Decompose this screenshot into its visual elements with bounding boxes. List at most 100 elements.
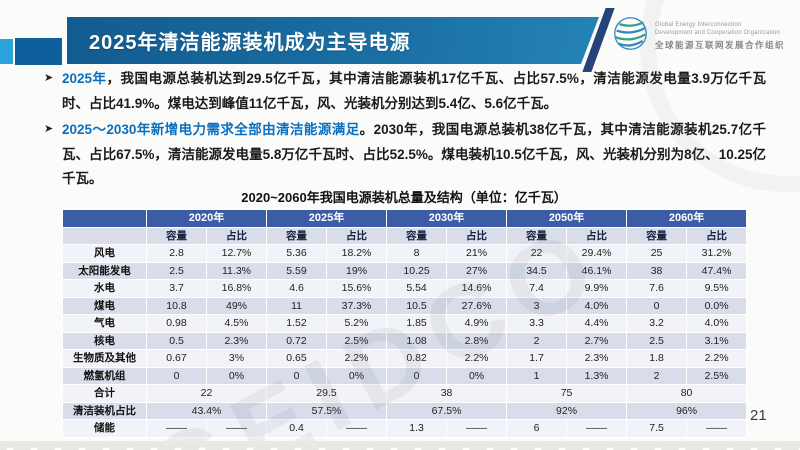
year-header-cell: 2020年: [145, 209, 268, 228]
value-cell: 10.8: [146, 296, 207, 315]
capacity-table: 2020年 2025年 2030年 2050年 2060年 容量 占比 容量 占比 容量 占比 容量占…: [62, 209, 748, 438]
row-label: 生物质及其他: [62, 349, 147, 368]
storage-row: 储能 —— —— 0.4 —— 1.3 —— 6 —— 7.5 ——: [62, 419, 748, 438]
value-cell: 96%: [626, 401, 748, 420]
value-cell: 49%: [205, 296, 268, 315]
title-bar: 2025年清洁能源装机成为主导电源: [67, 17, 599, 64]
row-label: 煤电: [62, 296, 147, 315]
bullet-text: 2025年，我国电源总装机达到29.5亿千瓦，其中清洁能源装机17亿千瓦、占比5…: [62, 67, 766, 116]
value-cell: 1.8: [626, 349, 688, 368]
value-cell: 0.98: [146, 314, 207, 333]
subheader-cell: 容量: [386, 226, 448, 245]
subheader-cell: 占比: [326, 226, 388, 245]
value-cell: 38: [386, 384, 508, 403]
value-cell: 43.4%: [145, 401, 268, 420]
value-cell: 12.7%: [205, 244, 268, 263]
value-cell: 46.1%: [566, 261, 628, 280]
value-cell: 3.7: [146, 279, 207, 298]
value-cell: 29.5: [266, 384, 388, 403]
bullet-highlight: 2025年: [62, 71, 107, 86]
value-cell: 1.3: [386, 419, 448, 438]
value-cell: 2.2%: [686, 349, 748, 368]
row-label: 燃氢机组: [62, 366, 147, 385]
value-cell: 0.72: [266, 331, 328, 350]
value-cell: 14.6%: [446, 279, 508, 298]
value-cell: 0%: [326, 366, 388, 385]
value-cell: ——: [146, 419, 207, 438]
value-cell: 29.4%: [566, 244, 628, 263]
value-cell: 8: [386, 244, 448, 263]
value-cell: 7.6: [626, 279, 688, 298]
table-title: 2020~2060年我国电源装机总量及结构（单位：亿千瓦）: [241, 190, 567, 205]
org-logo: Global Energy Interconnection Developmen…: [612, 15, 785, 57]
value-cell: 34.5: [506, 261, 568, 280]
org-name-zh: 全球能源互联网发展合作组织: [655, 40, 786, 50]
value-cell: 31.2%: [686, 244, 748, 263]
table-row: 生物质及其他 0.67 3% 0.65 2.2% 0.82 2.2% 1.7 2.3% 1.8 2.…: [62, 349, 748, 368]
value-cell: ——: [326, 419, 388, 438]
corner-cell: [62, 226, 147, 245]
value-cell: 3.3: [506, 314, 568, 333]
value-cell: 3.1%: [686, 331, 748, 350]
value-cell: 92%: [506, 401, 628, 420]
value-cell: 2.3%: [566, 349, 628, 368]
subheader-cell: 占比: [566, 226, 628, 245]
value-cell: 2.3%: [205, 331, 268, 350]
value-cell: 5.54: [386, 279, 448, 298]
value-cell: ——: [205, 419, 268, 438]
value-cell: 0.5: [146, 331, 207, 350]
value-cell: 6: [506, 419, 568, 438]
value-cell: 0%: [205, 366, 268, 385]
value-cell: 2.5%: [326, 331, 388, 350]
value-cell: 80: [626, 384, 748, 403]
corner-cell: [62, 209, 147, 228]
value-cell: 15.6%: [326, 279, 388, 298]
value-cell: ——: [686, 419, 748, 438]
subheader-cell: 容量: [146, 226, 207, 245]
value-cell: 27%: [446, 261, 508, 280]
globe-icon: [612, 15, 649, 57]
value-cell: 18.2%: [326, 244, 388, 263]
value-cell: 0: [386, 366, 448, 385]
org-name-en-line2: Development and Cooperation Organization: [655, 30, 781, 36]
table-row: 煤电 10.8 49% 11 37.3% 10.5 27.6% 3 4.0% 0 0.0%: [62, 296, 748, 315]
value-cell: 5.2%: [326, 314, 388, 333]
value-cell: 0.4: [266, 419, 328, 438]
subheader-row: 容量 占比 容量 占比 容量 占比 容量 占比 容量 占比: [62, 226, 748, 245]
value-cell: 0: [146, 366, 207, 385]
table-row: 燃氢机组 0 0% 0 0% 0 0% 1 1.3% 2 2.5%: [62, 366, 748, 385]
value-cell: 2.5: [626, 331, 688, 350]
value-cell: 75: [506, 384, 628, 403]
value-cell: 0%: [446, 366, 508, 385]
subheader-cell: 占比: [446, 226, 508, 245]
value-cell: 0.67: [146, 349, 207, 368]
total-row: 合计 22 29.5 38 75 80: [62, 384, 748, 403]
value-cell: 3%: [205, 349, 268, 368]
bullet-rest: ，我国电源总装机达到29.5亿千瓦，其中清洁能源装机17亿千瓦、占比57.5%，…: [62, 71, 766, 111]
value-cell: 4.0%: [686, 314, 748, 333]
value-cell: 16.8%: [205, 279, 268, 298]
value-cell: 3.2: [626, 314, 688, 333]
page-number: 21: [750, 407, 767, 424]
year-header-row: 2020年 2025年 2030年 2050年 2060年: [62, 209, 748, 228]
value-cell: 4.6: [266, 279, 328, 298]
value-cell: 7.4: [506, 279, 568, 298]
value-cell: 38: [626, 261, 688, 280]
value-cell: 11: [266, 296, 328, 315]
value-cell: 4.0%: [566, 296, 628, 315]
row-label: 合计: [62, 384, 147, 403]
row-label: 气电: [62, 314, 147, 333]
value-cell: 2.8: [146, 244, 207, 263]
value-cell: 1.7: [506, 349, 568, 368]
table-row: 核电 0.5 2.3% 0.72 2.5% 1.08 2.8% 2 2.7% 2.5 3.1%: [62, 331, 748, 350]
value-cell: 5.36: [266, 244, 328, 263]
bullet-arrow-icon: ➤: [44, 72, 54, 84]
bullet-text: 2025～2030年新增电力需求全部由清洁能源满足。2030年，我国电源总装机3…: [62, 118, 766, 192]
table-row: 气电 0.98 4.5% 1.52 5.2% 1.85 4.9% 3.3 4.4% 3.2 4.0%: [62, 314, 748, 333]
table-row: 太阳能发电 2.5 11.3% 5.59 19% 10.25 27% 34.5 46.1% 38 4…: [62, 261, 748, 280]
slide-title: 2025年清洁能源装机成为主导电源: [89, 32, 411, 54]
left-accent-sliver: [0, 39, 13, 64]
subheader-cell: 占比: [686, 226, 748, 245]
value-cell: 2.5: [146, 261, 207, 280]
